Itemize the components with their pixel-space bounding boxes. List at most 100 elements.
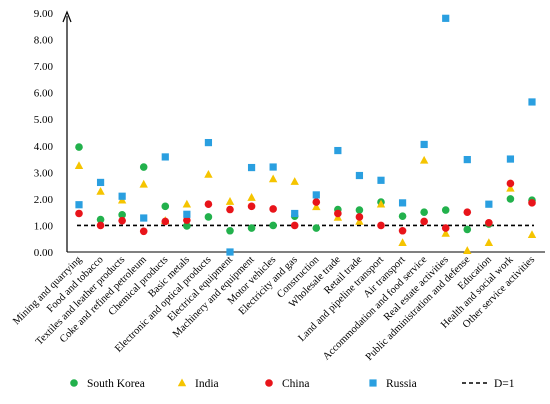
- russia-point: [398, 199, 407, 207]
- india-point: [74, 161, 84, 169]
- south-korea-point: [183, 222, 191, 230]
- china-point: [506, 179, 515, 188]
- y-tick-label: 2.00: [34, 194, 54, 206]
- china-point: [377, 221, 385, 230]
- south-korea-point: [139, 163, 148, 171]
- india-point: [484, 238, 494, 247]
- india-point: [376, 199, 386, 208]
- legend-russia-marker: [369, 379, 377, 387]
- russia-point: [528, 98, 536, 106]
- south-korea-point: [247, 224, 256, 232]
- legend-china-marker: [265, 379, 273, 387]
- legend-south-korea-marker: [70, 379, 78, 387]
- india-point: [312, 202, 321, 211]
- y-tick-label: 1.00: [34, 220, 54, 232]
- legend-reference-label: D=1: [494, 378, 515, 390]
- russia-point: [420, 140, 428, 149]
- india-point: [506, 183, 515, 192]
- south-korea-point: [75, 143, 83, 151]
- china-point: [204, 200, 213, 208]
- south-korea-point: [204, 213, 213, 221]
- china-point: [528, 199, 536, 207]
- india-point: [268, 174, 278, 183]
- china-point: [96, 221, 105, 230]
- y-tick-label: 4.00: [34, 141, 54, 153]
- south-korea-point: [398, 212, 407, 220]
- russia-point: [161, 153, 169, 161]
- china-point: [247, 202, 256, 211]
- china-point: [226, 205, 234, 214]
- china-point: [269, 205, 277, 213]
- russia-point: [312, 191, 320, 199]
- russia-point: [204, 138, 213, 147]
- india-point: [225, 197, 235, 205]
- india-point: [247, 193, 256, 201]
- y-tick-label: 6.00: [34, 88, 54, 100]
- russia-point: [377, 176, 385, 184]
- y-tick-label: 9.00: [34, 8, 54, 20]
- china-point: [183, 216, 191, 224]
- legend-india-label: India: [195, 378, 219, 390]
- south-korea-point: [226, 226, 234, 235]
- india-point: [204, 169, 213, 178]
- y-tick-label: 7.00: [34, 61, 54, 73]
- y-tick-label: 5.00: [34, 114, 54, 126]
- india-point: [96, 186, 105, 195]
- india-point: [419, 155, 429, 164]
- y-tick-label: 3.00: [34, 167, 54, 179]
- russia-point: [226, 248, 234, 256]
- india-point: [139, 179, 148, 188]
- india-point: [398, 238, 407, 247]
- russia-point: [247, 163, 256, 172]
- russia-point: [96, 178, 105, 187]
- russia-point: [463, 155, 471, 164]
- south-korea-point: [161, 202, 170, 211]
- china-point: [312, 198, 321, 206]
- russia-point: [269, 163, 277, 171]
- china-point: [485, 218, 493, 227]
- south-korea-point: [441, 206, 450, 214]
- china-point: [334, 209, 342, 218]
- india-point: [527, 230, 537, 239]
- legend-india-marker: [177, 378, 187, 387]
- south-korea-point: [269, 221, 277, 230]
- south-korea-point: [420, 208, 428, 216]
- russia-point: [75, 201, 83, 209]
- india-point: [355, 216, 364, 225]
- china-point: [139, 227, 148, 236]
- russia-point: [118, 192, 126, 200]
- south-korea-point: [463, 225, 472, 234]
- plot-area: 0.00 1.00 2.00 3.00 4.00 5.00 6.00 7.00 8.00 9.00…: [11, 8, 545, 363]
- y-tick-label: 8.00: [34, 35, 54, 47]
- south-korea-point: [312, 224, 321, 232]
- china-point: [355, 213, 364, 221]
- russia-point: [291, 209, 299, 218]
- china-point: [441, 224, 450, 232]
- russia-point: [140, 214, 148, 222]
- legend-south-korea-label: South Korea: [87, 378, 145, 390]
- china-point: [398, 226, 407, 235]
- south-korea-point: [355, 206, 364, 214]
- russia-point: [506, 155, 515, 163]
- south-korea-point: [96, 215, 105, 224]
- china-point: [161, 217, 170, 226]
- china-point: [290, 221, 299, 230]
- legend-russia-label: Russia: [386, 378, 417, 390]
- china-point: [75, 209, 83, 218]
- india-point: [463, 246, 472, 254]
- russia-point: [442, 14, 450, 22]
- x-category-label: Textiles and leather products: [34, 254, 127, 347]
- russia-point: [485, 200, 493, 208]
- south-korea-point: [506, 195, 515, 203]
- china-point: [420, 217, 428, 226]
- india-point: [182, 199, 192, 208]
- russia-point: [334, 146, 342, 155]
- y-axis-arrow: [62, 10, 72, 23]
- china-point: [118, 216, 126, 225]
- south-korea-point: [118, 211, 126, 219]
- legend-china-label: China: [282, 378, 309, 390]
- legend: South Korea India China Russia D=1: [70, 378, 515, 390]
- india-point: [441, 228, 450, 237]
- y-tick-label: 0.00: [34, 247, 54, 259]
